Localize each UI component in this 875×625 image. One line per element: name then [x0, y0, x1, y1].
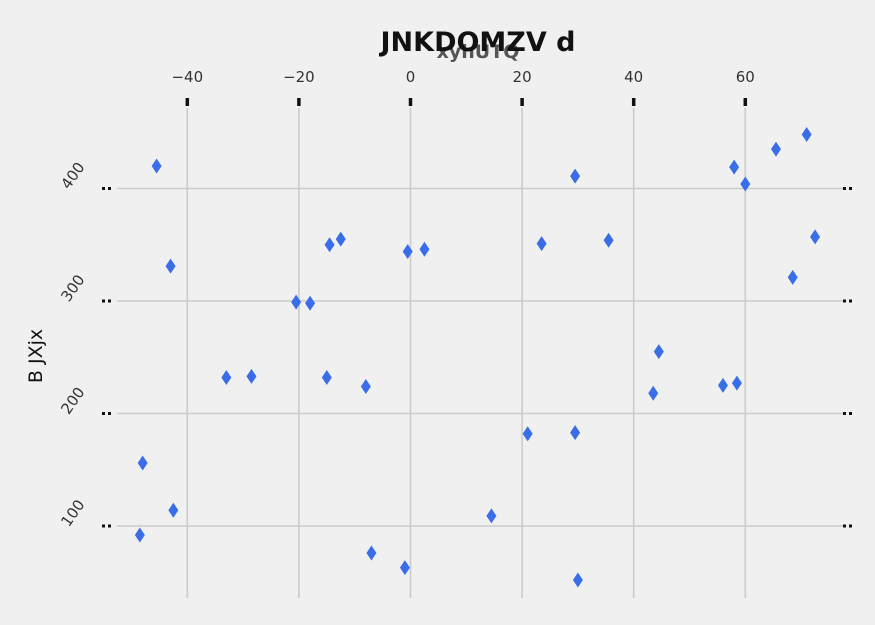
- data-point: [770, 141, 781, 157]
- tick-marks: [102, 98, 855, 528]
- data-point: [603, 232, 614, 248]
- data-point: [399, 560, 410, 576]
- data-point: [134, 527, 145, 543]
- data-point: [729, 159, 740, 175]
- data-points: [134, 127, 821, 588]
- data-point: [740, 176, 751, 192]
- x-tick-label: 0: [406, 68, 416, 86]
- data-point: [246, 368, 257, 384]
- data-point: [787, 269, 798, 285]
- data-point: [717, 377, 728, 393]
- data-point: [335, 231, 346, 247]
- y-tick-label: 100: [57, 496, 88, 530]
- y-tick-labels: 100 200 300 400: [57, 159, 88, 530]
- x-tick-label: −20: [283, 68, 315, 86]
- x-tick-label: 20: [513, 68, 532, 86]
- data-point: [653, 344, 664, 360]
- data-point: [402, 244, 413, 259]
- x-tick-labels: −40 −20 0 20 40 60: [171, 68, 754, 86]
- y-tick-label: 300: [57, 271, 88, 305]
- x-tick-label: 60: [736, 68, 755, 86]
- data-point: [366, 545, 377, 561]
- data-point: [305, 295, 316, 311]
- chart-title: JNKDOMZV d: [379, 27, 576, 58]
- data-point: [522, 426, 533, 442]
- data-point: [570, 168, 581, 184]
- data-point: [324, 237, 335, 253]
- data-point: [168, 502, 179, 518]
- data-point: [291, 294, 302, 310]
- data-point: [648, 385, 659, 401]
- data-point: [801, 127, 812, 142]
- data-point: [360, 379, 371, 394]
- y-tick-label: 200: [57, 384, 88, 418]
- y-tick-label: 400: [57, 159, 88, 193]
- data-point: [570, 425, 581, 441]
- data-point: [810, 229, 821, 245]
- data-point: [321, 370, 332, 385]
- data-point: [151, 158, 162, 174]
- data-point: [731, 375, 742, 391]
- y-axis-label: B JXjx: [25, 329, 47, 383]
- data-point: [536, 236, 547, 252]
- x-tick-label: −40: [171, 68, 203, 86]
- grid-lines: [117, 108, 846, 598]
- data-point: [419, 241, 430, 257]
- data-point: [165, 258, 176, 274]
- data-point: [221, 370, 232, 385]
- x-axis-label: xyhUTQ: [437, 41, 520, 63]
- data-point: [572, 572, 583, 588]
- x-tick-label: 40: [624, 68, 643, 86]
- data-point: [137, 455, 148, 471]
- data-point: [486, 508, 497, 524]
